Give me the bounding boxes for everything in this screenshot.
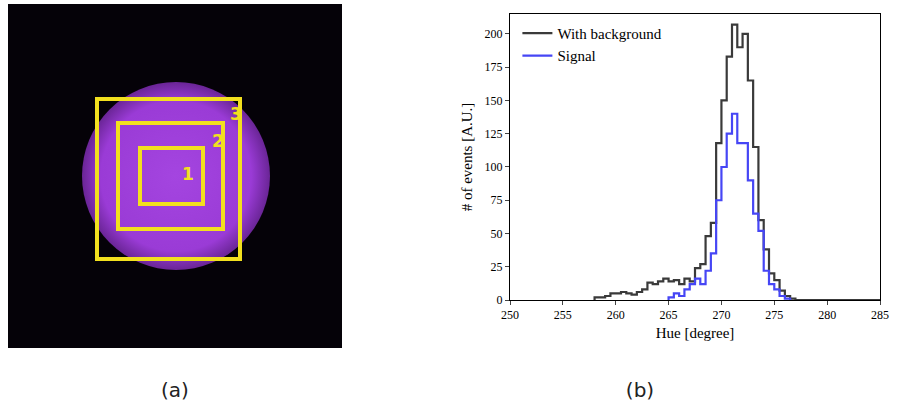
svg-text:255: 255 <box>554 308 572 322</box>
svg-text:2: 2 <box>212 131 224 151</box>
svg-text:285: 285 <box>871 308 889 322</box>
svg-text:280: 280 <box>818 308 836 322</box>
svg-text:1: 1 <box>182 164 194 184</box>
svg-text:260: 260 <box>607 308 625 322</box>
svg-text:200: 200 <box>485 27 503 41</box>
svg-text:With background: With background <box>557 26 661 42</box>
svg-text:100: 100 <box>485 160 503 174</box>
svg-text:175: 175 <box>485 60 503 74</box>
svg-text:0: 0 <box>497 293 503 307</box>
svg-text:150: 150 <box>485 94 503 108</box>
svg-text:265: 265 <box>660 308 678 322</box>
html-text:(b): (b) <box>625 378 655 402</box>
svg-text:250: 250 <box>501 308 519 322</box>
svg-text:125: 125 <box>485 127 503 141</box>
svg-text:270: 270 <box>712 308 730 322</box>
svg-text:25: 25 <box>491 260 503 274</box>
html-text:(a): (a) <box>161 378 189 402</box>
svg-text:Hue [degree]: Hue [degree] <box>656 325 735 341</box>
svg-text:275: 275 <box>765 308 783 322</box>
svg-text:50: 50 <box>491 227 503 241</box>
svg-text:# of events [A.U.]: # of events [A.U.] <box>459 103 475 212</box>
svg-text:Signal: Signal <box>557 48 595 64</box>
svg-text:75: 75 <box>491 193 503 207</box>
svg-text:3: 3 <box>230 104 242 124</box>
